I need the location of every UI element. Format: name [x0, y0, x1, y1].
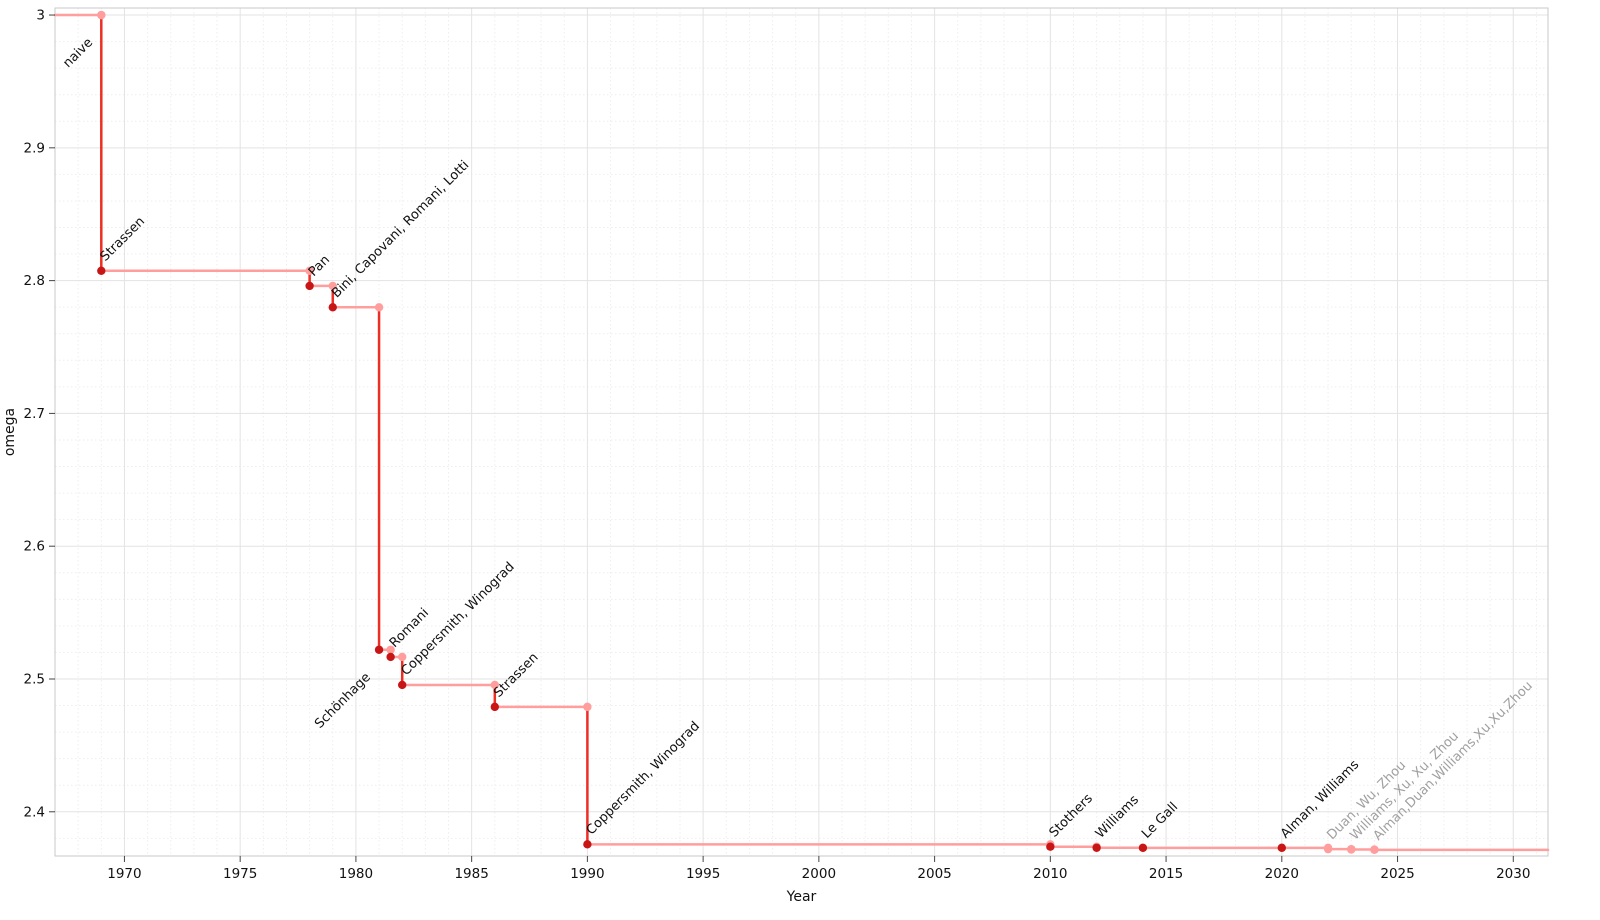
x-axis-label: Year [786, 889, 817, 905]
x-tick-label: 1995 [686, 866, 720, 882]
data-point-dot [97, 266, 106, 275]
x-tick-label: 1975 [223, 866, 257, 882]
y-tick-label: 2.4 [24, 804, 45, 820]
data-point-dot [583, 840, 592, 849]
point-label: Williams [1093, 792, 1142, 841]
x-tick-label: 2000 [802, 866, 836, 882]
data-point-dot [328, 303, 337, 312]
data-point-dot [1138, 843, 1148, 853]
point-label: Strassen [98, 214, 149, 265]
corner-dot [328, 281, 337, 291]
x-tick-label: 2030 [1496, 866, 1530, 882]
x-tick-label: 1980 [339, 866, 373, 882]
y-tick-label: 2.7 [24, 406, 45, 422]
x-tick-label: 1985 [454, 866, 488, 882]
plot-border [54, 7, 1549, 857]
x-tick-label: 2010 [1033, 866, 1067, 882]
point-label: Stothers [1047, 791, 1096, 840]
y-tick-label: 2.6 [24, 539, 45, 555]
data-point-dot [97, 10, 106, 20]
point-label: Le Gall [1139, 800, 1181, 842]
point-label: Strassen [491, 650, 542, 701]
corner-dot [386, 645, 395, 654]
data-point-dot [398, 680, 407, 690]
x-tick-label: 2005 [917, 866, 951, 882]
y-tick-label: 2.9 [24, 140, 45, 156]
x-tick-label: 2025 [1380, 866, 1414, 882]
data-point-dot [1092, 843, 1101, 852]
data-point-dot [1277, 843, 1287, 853]
point-label: Williams, Xu, Xu, Zhou [1347, 729, 1461, 843]
x-tick-label: 1990 [570, 866, 604, 882]
y-axis-label: omega [2, 408, 18, 456]
corner-dot [374, 303, 384, 312]
data-point-dot [490, 702, 499, 712]
data-point-dot [1046, 842, 1055, 851]
point-label: Alman, Williams [1278, 757, 1362, 841]
y-tick-label: 3 [36, 8, 45, 24]
x-tick-label: 2015 [1149, 866, 1183, 882]
y-tick-label: 2.8 [24, 273, 45, 289]
point-label: Coppersmith, Winograd [584, 719, 703, 838]
data-point-dot [305, 281, 314, 291]
corner-dot [398, 652, 407, 662]
corner-dot [583, 702, 592, 712]
x-tick-label: 2020 [1265, 866, 1299, 882]
data-point-dot [374, 645, 384, 654]
data-point-dot [1323, 844, 1333, 854]
point-label: Bini, Capovani, Romani, Lotti [329, 158, 472, 301]
corner-dot [305, 266, 314, 275]
data-point-dot [1347, 845, 1356, 854]
data-point-dot [386, 652, 395, 662]
y-tick-label: 2.5 [24, 671, 45, 687]
data-point-dot [1370, 845, 1379, 855]
corner-dot [490, 680, 499, 690]
x-tick-label: 1970 [107, 866, 141, 882]
